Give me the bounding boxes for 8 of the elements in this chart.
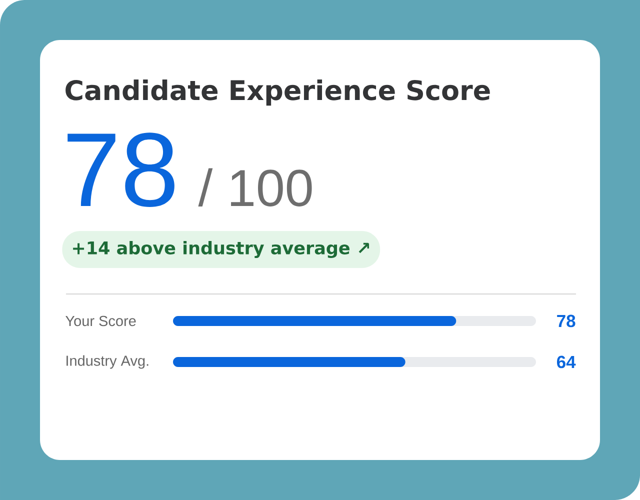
text: / 100 <box>198 168 312 207</box>
text: 78 <box>68 132 174 208</box>
text: +14 above industry average ↗ <box>73 240 370 258</box>
chart-title: Candidate Experience Score <box>66 79 490 106</box>
y-tick-label: Your Score <box>66 316 136 326</box>
y-tick-label: Industry Avg. <box>66 355 148 369</box>
data-label: 78 <box>557 314 576 328</box>
data-label: 64 <box>556 356 576 368</box>
